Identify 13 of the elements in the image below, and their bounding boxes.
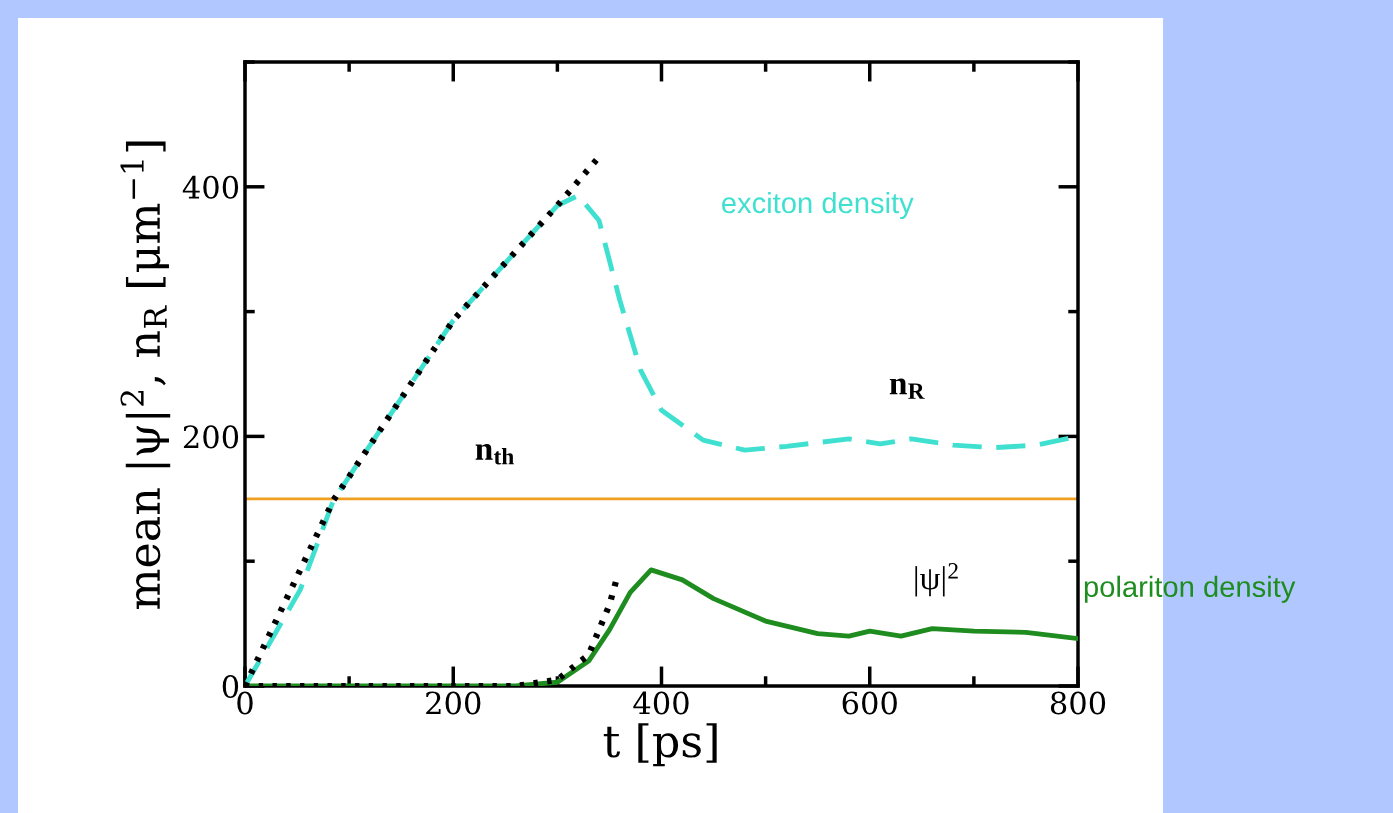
x-axis-title: t [ps]: [603, 723, 717, 767]
y-tick-label: 400: [182, 175, 239, 199]
annotation: n$_{R}$: [889, 378, 925, 399]
x-tick-label: 400: [633, 691, 689, 715]
annotation: n$_{th}$: [475, 444, 514, 465]
x-tick-label: 800: [1050, 691, 1106, 715]
x-tick-label: 600: [842, 691, 897, 715]
x-tick-label: 200: [426, 691, 481, 715]
y-axis-title: mean |ψ|$^{2}$, n$_{R}$ [μm$^{−1}$]: [120, 141, 171, 610]
text: exciton density: [722, 191, 914, 220]
annotation: |ψ|$^{2}$: [915, 563, 958, 597]
y-tick-label: 200: [183, 425, 239, 449]
series-label: polariton density: [1084, 575, 1296, 603]
